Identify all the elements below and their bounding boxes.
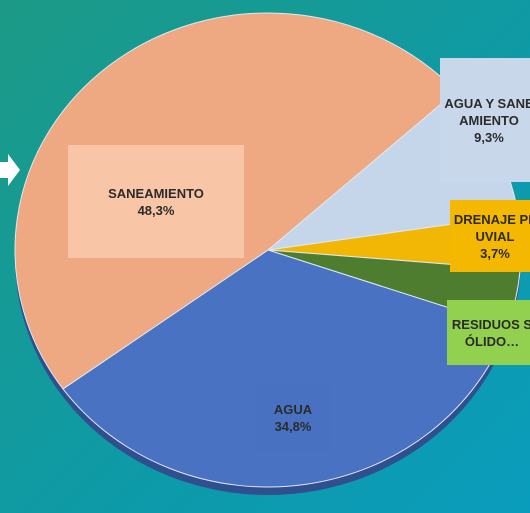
value-label: 34,8% [274,419,312,434]
data-label: DRENAJE PLUVIAL 3,7% [450,200,530,272]
data-label: AGUA Y SANEAMIENTO 9,3% [440,58,530,182]
arrow-icon [0,154,20,186]
data-label: RESIDUOS SÓLIDO… [447,300,530,365]
pie-slice [62,249,509,488]
category-label: AGUA Y SANEAMIENTO [444,95,530,128]
category-label: DRENAJE PLUVIAL [453,211,530,244]
value-label: 9,3% [474,129,504,145]
value-label: 3,7% [480,245,510,261]
category-label: SANEAMIENTO [108,185,204,201]
data-label: AGUA 34,8% [255,385,331,451]
value-label: 48,3% [137,202,175,218]
data-label: SANEAMIENTO 48,3% [68,145,244,258]
category-label: RESIDUOS SÓLIDO… [451,316,530,349]
category-label: AGUA [273,402,313,417]
